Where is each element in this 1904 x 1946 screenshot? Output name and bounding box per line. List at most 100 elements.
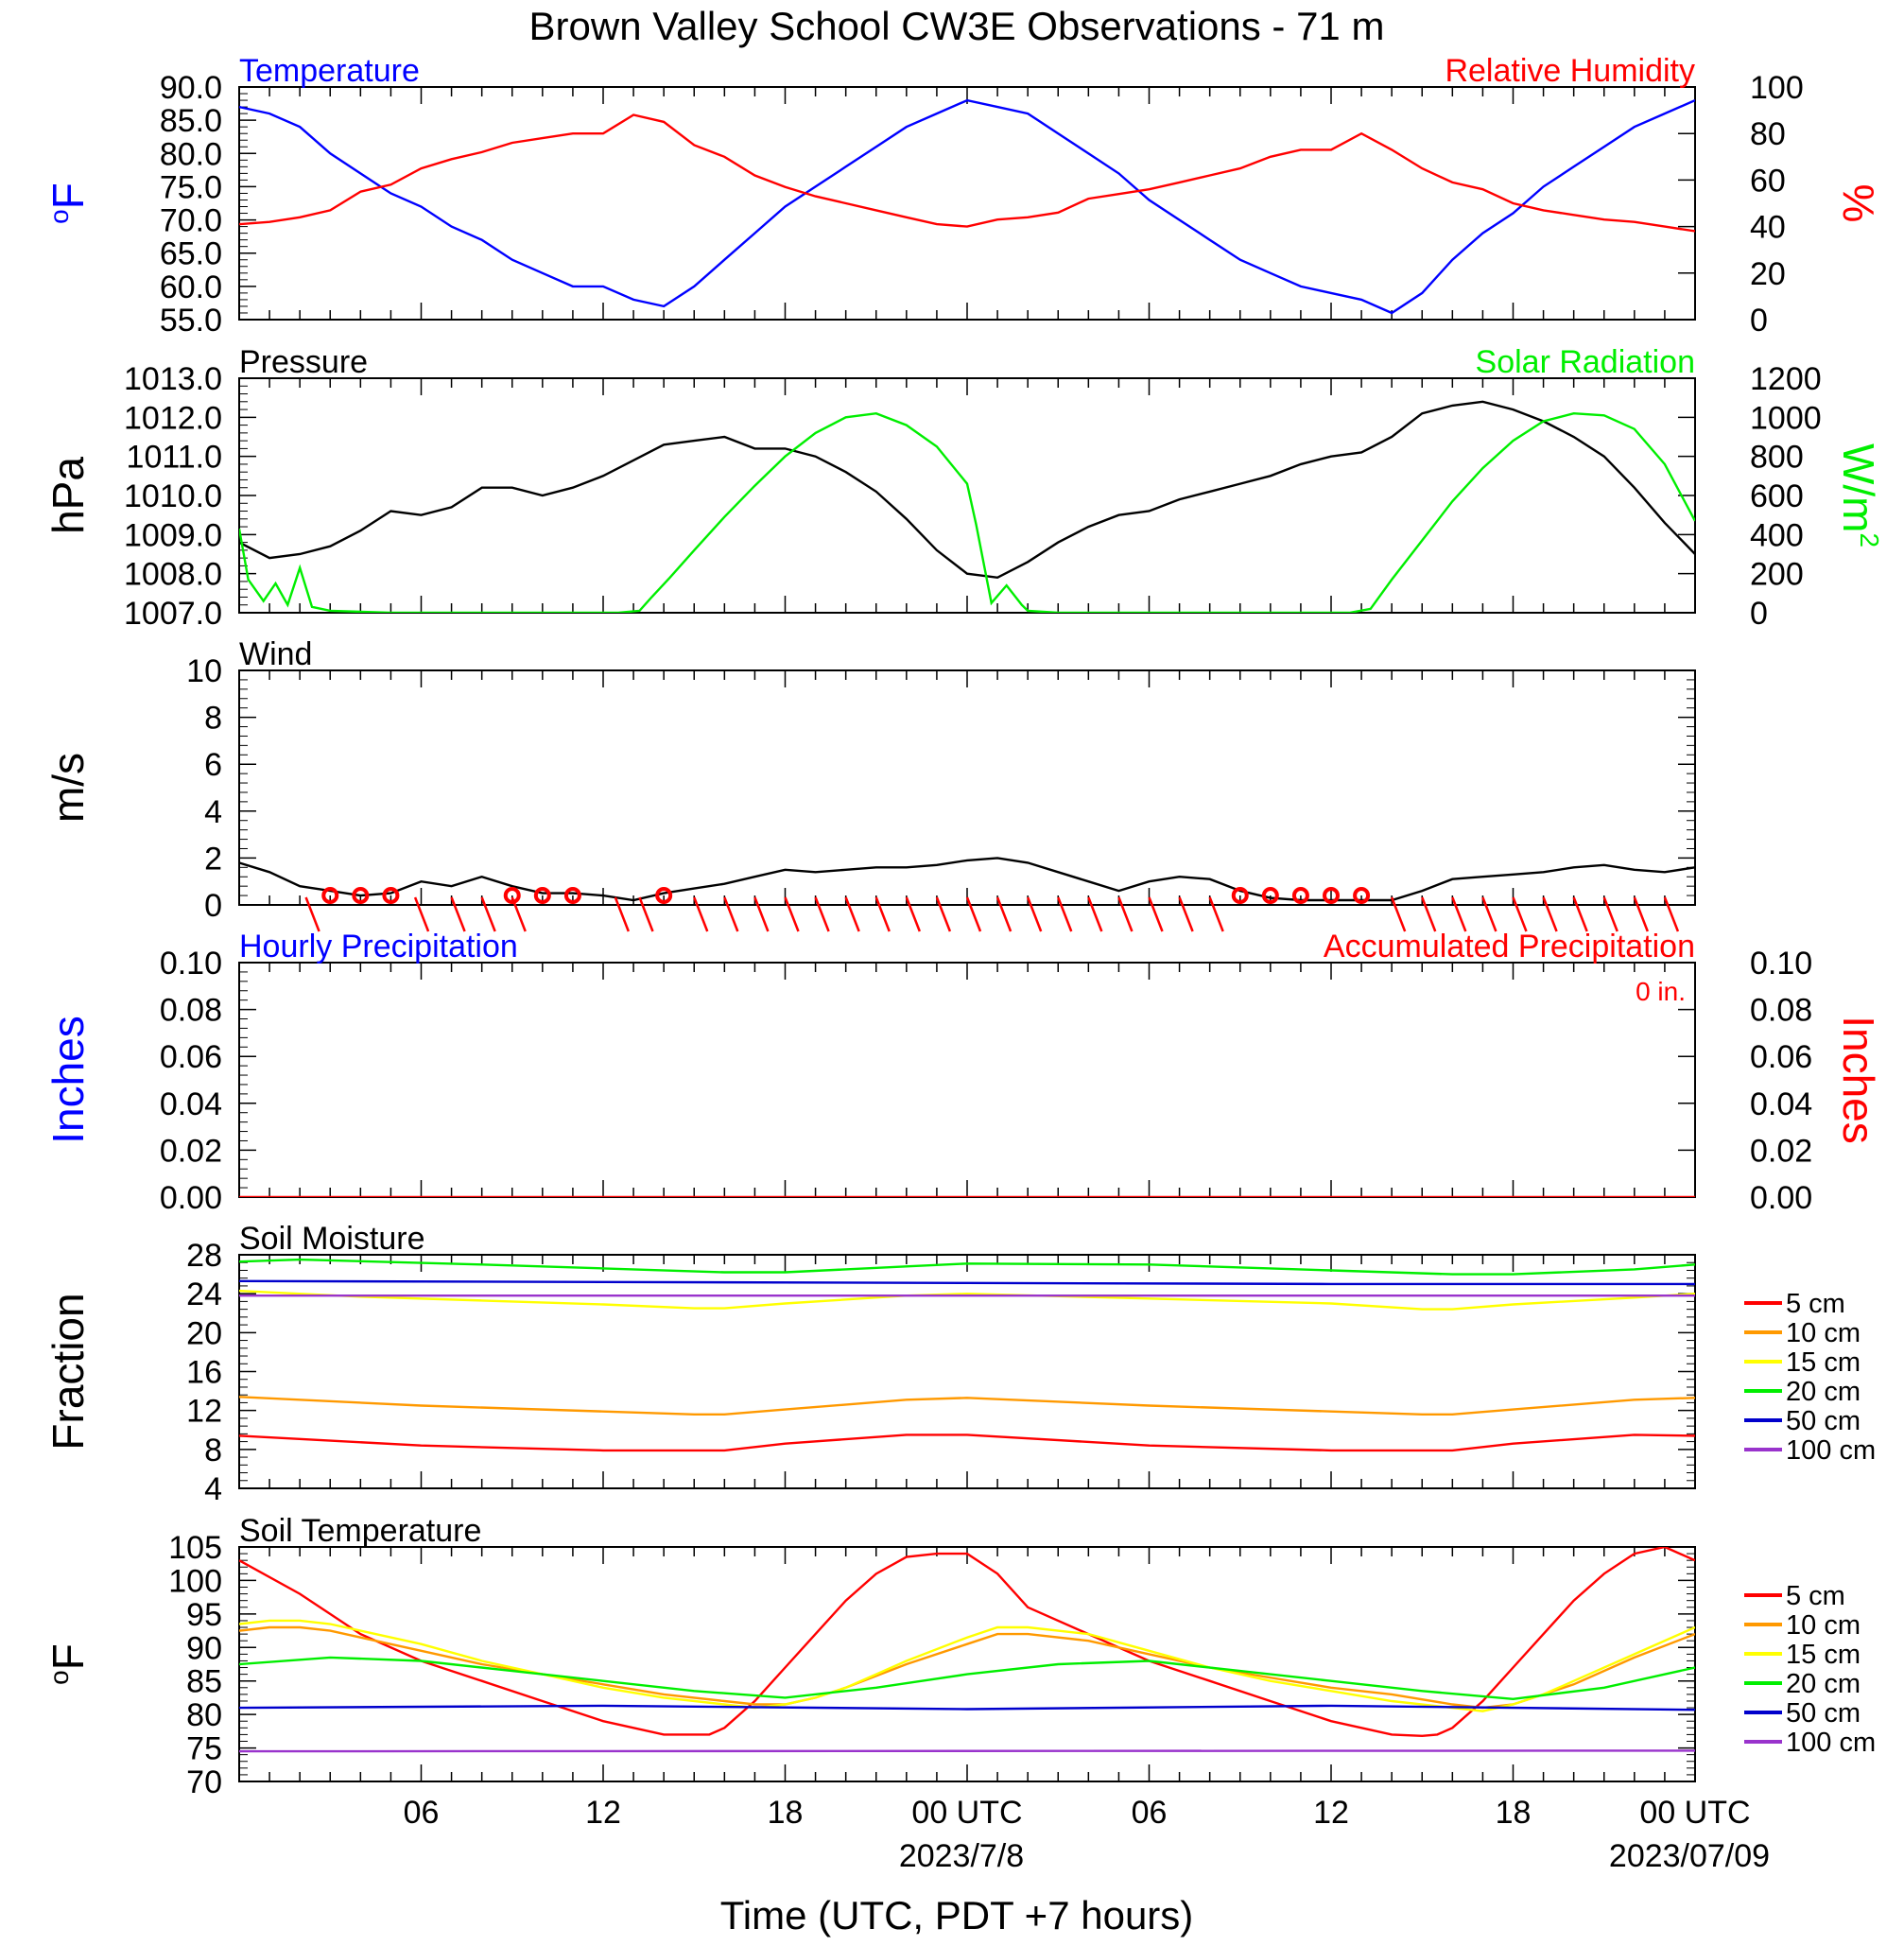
legend-label: 50 cm [1786,1406,1861,1436]
wind-direction-barb [1572,896,1588,932]
y-axis-label-left: hPa [43,457,93,534]
calm-wind-marker [352,887,370,904]
wind-direction-barb [1087,896,1103,932]
wind-direction-barb [1117,896,1134,932]
plot-frame [238,1254,1696,1489]
calm-wind-marker [655,887,673,904]
wind-direction-barb [1663,896,1680,932]
x-tick-label: 18 [768,1795,804,1831]
wind-direction-barb [844,896,860,932]
y-tick-label-left: 1007.0 [124,596,222,632]
y-tick-label-right: 0 [1750,596,1768,632]
wind-direction-barb [905,896,921,932]
x-tick-label: 12 [585,1795,621,1831]
wind-direction-barb [304,896,320,932]
x-tick-label: 12 [1313,1795,1349,1831]
series-line-2 [239,411,1695,613]
panel-title-left: Wind [239,636,312,672]
series-line-15-cm [239,1289,1695,1311]
legend-label: 100 cm [1786,1728,1876,1758]
wind-direction-barb [1633,896,1649,932]
x-axis-label: Time (UTC, PDT +7 hours) [720,1893,1194,1937]
y-axis-label-left: oF [43,1643,93,1685]
y-tick-label-left: 80.0 [160,136,222,172]
wind-direction-barb [450,896,466,932]
panel-title-left: Hourly Precipitation [239,929,518,964]
y-tick-label-left: 1012.0 [124,400,222,436]
y-tick-label-left: 75.0 [160,169,222,205]
legend-label: 20 cm [1786,1377,1861,1407]
plots-layer: 55.060.065.070.075.080.085.090.002040608… [43,53,1884,1874]
y-tick-label-left: 85.0 [160,103,222,139]
wind-direction-barb [614,896,630,932]
y-tick-label-right: 600 [1750,478,1804,514]
y-tick-label-left: 90 [186,1630,222,1666]
y-tick-label-right: 0.04 [1750,1086,1812,1122]
wind-direction-barb [935,896,952,932]
y-tick-label-left: 90.0 [160,70,222,106]
y-tick-label-left: 60.0 [160,269,222,305]
series-line-15-cm [239,1619,1695,1712]
panel-title-left: Soil Temperature [239,1513,481,1549]
series-line-5-cm [239,1433,1695,1452]
panel-title-right: Solar Radiation [1476,344,1695,380]
legend-label: 50 cm [1786,1698,1861,1729]
legend-label: 100 cm [1786,1435,1876,1466]
legend-label: 20 cm [1786,1669,1861,1699]
y-tick-label-left: 4 [204,794,222,830]
y-tick-label-right: 200 [1750,557,1804,593]
y-tick-label-left: 8 [204,701,222,737]
series-line-20-cm [239,1258,1695,1276]
legend-label: 15 cm [1786,1347,1861,1378]
panel-title-right: Accumulated Precipitation [1324,929,1695,964]
wind-direction-barb [753,896,770,932]
x-date-label: 2023/07/09 [1609,1838,1770,1874]
wind-direction-barb [1178,896,1194,932]
panel-4: 0.00 0.02 0.04 0.06 0.08 0.10 0.00 0.02 0.04 0.06… [43,929,1883,1216]
calm-wind-marker [1231,887,1249,904]
y-axis-label-left: m/s [43,753,93,823]
calm-wind-marker [1323,887,1340,904]
panel-3: 0 2 4 6 8 10 Wind m/s [43,636,1696,932]
y-axis-label-right: % [1834,184,1883,223]
panel-title-left: Temperature [239,53,420,89]
y-tick-label-left: 2 [204,841,222,877]
y-tick-label-left: 95 [186,1597,222,1633]
wind-direction-barb [1148,896,1164,932]
x-tick-label: 06 [404,1795,440,1831]
y-tick-label-right: 0 [1750,303,1768,339]
wind-direction-barb [413,896,430,932]
y-tick-label-right: 0.06 [1750,1039,1812,1075]
y-tick-label-right: 400 [1750,517,1804,553]
y-tick-label-right: 0.08 [1750,993,1812,1029]
calm-wind-marker [563,887,581,904]
y-tick-label-left: 8 [204,1433,222,1468]
y-tick-label-left: 1013.0 [124,361,222,397]
series-line-50-cm [239,1704,1695,1711]
y-tick-label-right: 0.00 [1750,1180,1812,1216]
y-tick-label-right: 0.02 [1750,1133,1812,1169]
x-tick-label: 00 UTC [1639,1795,1750,1831]
legend-label: 15 cm [1786,1640,1861,1670]
y-tick-label-right: 800 [1750,440,1804,476]
y-tick-label-left: 0.04 [160,1086,222,1122]
wind-direction-barb [1208,896,1224,932]
calm-wind-marker [321,887,339,904]
wind-direction-barb [814,896,830,932]
y-axis-label-right: Inches [1834,1016,1883,1144]
y-tick-label-right: 0.10 [1750,946,1812,982]
x-tick-label: 06 [1132,1795,1168,1831]
y-tick-label-left: 105 [168,1530,222,1566]
x-tick-label: 18 [1496,1795,1532,1831]
y-tick-label-left: 100 [168,1563,222,1599]
y-tick-label-left: 75 [186,1731,222,1767]
y-tick-label-left: 24 [186,1277,222,1312]
legend-label: 5 cm [1786,1581,1845,1611]
x-date-label: 2023/7/8 [899,1838,1024,1874]
wind-direction-barb [874,896,891,932]
wind-direction-barb [693,896,709,932]
y-tick-label-left: 1009.0 [124,517,222,553]
y-tick-label-left: 55.0 [160,303,222,339]
